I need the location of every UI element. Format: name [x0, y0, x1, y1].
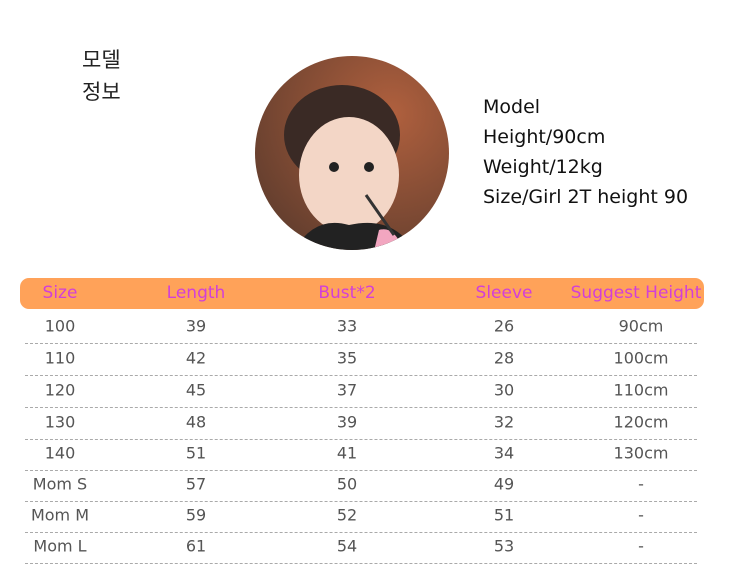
column-header: Sleeve: [475, 283, 533, 303]
table-cell: 140: [44, 443, 76, 463]
table-cell: 41: [336, 443, 358, 463]
row-separator: [25, 439, 697, 440]
table-cell: 26: [493, 316, 515, 336]
table-cell: 59: [185, 505, 207, 525]
table-cell: -: [638, 474, 644, 494]
table-cell: 34: [493, 443, 515, 463]
table-cell: 120cm: [613, 412, 669, 432]
table-cell: 130cm: [613, 443, 669, 463]
table-cell: -: [638, 505, 644, 525]
model-photo: [255, 56, 449, 250]
table-cell: 100cm: [613, 348, 669, 368]
table-cell: 57: [185, 474, 207, 494]
column-header: Suggest Height: [570, 283, 702, 303]
table-cell: Mom L: [33, 536, 87, 556]
table-cell: 61: [185, 536, 207, 556]
row-separator: [25, 375, 697, 376]
table-cell: 54: [336, 536, 358, 556]
row-separator: [25, 532, 697, 533]
table-cell: 50: [336, 474, 358, 494]
column-header: Size: [42, 283, 78, 303]
table-cell: 51: [185, 443, 207, 463]
row-separator: [25, 407, 697, 408]
column-header: Length: [166, 283, 226, 303]
model-label: 정보: [82, 80, 121, 104]
table-cell: 37: [336, 380, 358, 400]
table-cell: 130: [44, 412, 76, 432]
model-info: Weight/12kg: [483, 156, 603, 178]
table-cell: 53: [493, 536, 515, 556]
table-cell: 120: [44, 380, 76, 400]
table-cell: 32: [493, 412, 515, 432]
table-cell: 33: [336, 316, 358, 336]
column-header: Bust*2: [318, 283, 376, 303]
table-cell: 51: [493, 505, 515, 525]
row-separator: [25, 501, 697, 502]
table-cell: Mom S: [32, 474, 88, 494]
table-cell: 39: [185, 316, 207, 336]
model-info: Model: [483, 96, 541, 118]
table-cell: 48: [185, 412, 207, 432]
table-cell: 28: [493, 348, 515, 368]
table-cell: -: [638, 536, 644, 556]
row-separator: [25, 563, 697, 564]
table-cell: 30: [493, 380, 515, 400]
table-cell: Mom M: [30, 505, 90, 525]
table-cell: 42: [185, 348, 207, 368]
row-separator: [25, 470, 697, 471]
row-separator: [25, 343, 697, 344]
table-cell: 90cm: [618, 316, 664, 336]
table-cell: 35: [336, 348, 358, 368]
table-cell: 39: [336, 412, 358, 432]
table-cell: 49: [493, 474, 515, 494]
model-info: Size/Girl 2T height 90: [483, 186, 689, 208]
table-cell: 45: [185, 380, 207, 400]
table-cell: 110: [44, 348, 76, 368]
table-cell: 100: [44, 316, 76, 336]
table-cell: 110cm: [613, 380, 669, 400]
table-cell: 52: [336, 505, 358, 525]
model-info: Height/90cm: [483, 126, 606, 148]
table-header-bar: [20, 278, 704, 309]
model-label: 모델: [82, 48, 121, 72]
